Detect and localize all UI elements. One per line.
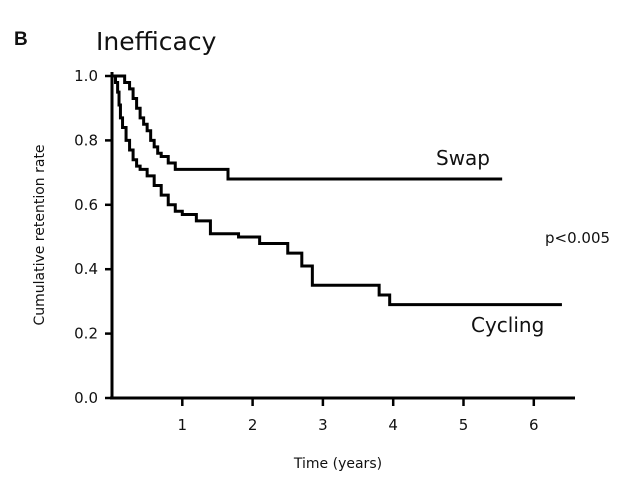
y-tick-label: 0.4 [74, 260, 98, 278]
x-ticks: 1 2 3 4 5 6 [178, 398, 539, 434]
x-axis-label: Time (years) [293, 456, 382, 472]
x-tick-label: 2 [248, 416, 258, 434]
x-tick-label: 6 [529, 416, 539, 434]
y-tick-label: 0.8 [74, 131, 98, 149]
y-tick-label: 0.6 [74, 196, 98, 214]
chart-title: Inefficacy [96, 27, 217, 56]
x-tick-label: 3 [318, 416, 328, 434]
x-tick-label: 5 [459, 416, 469, 434]
x-tick-label: 4 [388, 416, 398, 434]
series-swap-line [112, 74, 503, 181]
y-axis-label: Cumulative retention rate [32, 144, 48, 325]
y-tick-label: 1.0 [74, 67, 98, 85]
series-cycling-line [112, 74, 562, 307]
p-value: p<0.005 [545, 229, 610, 247]
y-tick-label: 0.2 [74, 325, 98, 343]
y-ticks: 0.0 0.2 0.4 0.6 0.8 1.0 [74, 67, 112, 407]
cycling-annotation: Cycling [471, 313, 544, 337]
y-tick-label: 0.0 [74, 389, 98, 407]
swap-annotation: Swap [436, 146, 490, 170]
x-tick-label: 1 [178, 416, 188, 434]
panel-label: B [14, 29, 28, 50]
